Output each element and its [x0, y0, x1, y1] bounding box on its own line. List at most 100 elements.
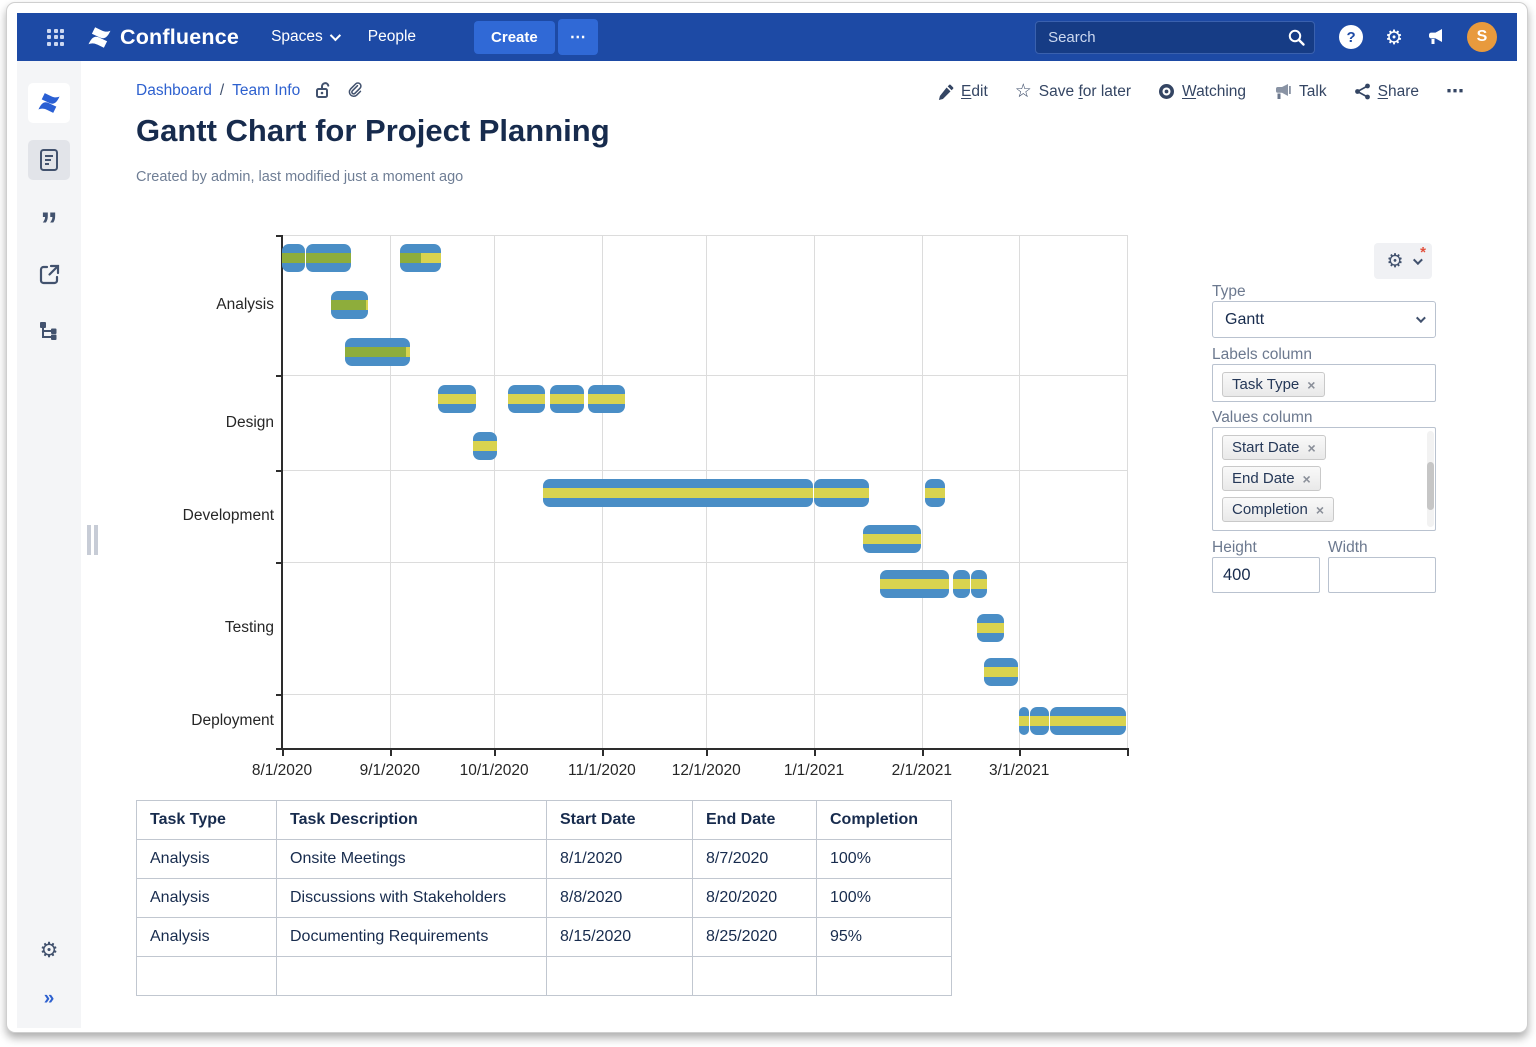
gridline-horizontal [282, 470, 1127, 471]
table-cell [276, 956, 547, 996]
talk-button[interactable]: Talk [1273, 83, 1327, 101]
gantt-bar [306, 244, 351, 273]
progress-remaining [542, 488, 814, 498]
unlocked-icon[interactable] [314, 81, 332, 100]
values-column-field[interactable]: Start Date × End Date × Completion × [1212, 427, 1436, 531]
table-cell [136, 956, 277, 996]
breadcrumb-team-info[interactable]: Team Info [232, 81, 301, 99]
table-cell: 8/20/2020 [692, 878, 817, 918]
labels-column-field[interactable]: Task Type × [1212, 364, 1436, 402]
nav-more-button[interactable]: ⋯ [557, 19, 598, 55]
gantt-bar [880, 570, 949, 598]
save-for-later-button[interactable]: ☆ Save for later [1014, 81, 1131, 102]
gantt-bar [588, 384, 626, 413]
gantt-bar [508, 384, 546, 413]
nav-spaces[interactable]: Spaces [271, 28, 341, 46]
table-header-cell: Task Type [136, 800, 277, 840]
gantt-bar-progress [438, 393, 476, 404]
gantt-bar-progress [344, 346, 410, 357]
gantt-bar [1019, 707, 1029, 735]
share-button[interactable]: Share [1354, 83, 1419, 101]
app-window: Confluence Spaces People Create ⋯ ? ⚙ [17, 13, 1517, 1028]
table-cell [546, 956, 693, 996]
table-cell: Analysis [136, 878, 277, 918]
progress-remaining [1050, 716, 1126, 726]
chevron-down-icon [1415, 313, 1426, 324]
sidebar-item-blog[interactable]: ” [40, 206, 58, 245]
sidebar-item-space-logo[interactable] [28, 83, 70, 123]
main-content: Dashboard / Team Info Edi [81, 61, 1517, 1028]
gridline-vertical [601, 235, 603, 748]
gear-icon: ⚙ [1386, 249, 1404, 272]
progress-remaining [473, 441, 497, 452]
sidebar-resize-handle[interactable] [87, 525, 98, 555]
table-cell: Discussions with Stakeholders [276, 878, 547, 918]
tree-icon [40, 322, 57, 340]
width-input[interactable] [1328, 557, 1436, 593]
gantt-bar-progress [1019, 716, 1029, 726]
space-settings-gear-icon[interactable]: ⚙ [39, 938, 59, 962]
gear-icon: ⚙ [1385, 25, 1403, 49]
gridline-horizontal [282, 562, 1127, 563]
sidebar-item-shortcuts[interactable] [28, 254, 70, 294]
y-axis-label: Development [182, 507, 274, 524]
x-axis-tick [494, 748, 497, 756]
chip-remove-icon[interactable]: × [1307, 376, 1316, 393]
avatar[interactable]: S [1467, 22, 1497, 52]
gridline-vertical [706, 235, 708, 748]
search-icon[interactable] [1287, 28, 1306, 47]
search-input[interactable] [1035, 20, 1316, 54]
watching-button[interactable]: Watching [1158, 83, 1246, 101]
y-axis [281, 235, 283, 750]
gantt-bar-progress [977, 623, 1005, 633]
settings-button[interactable]: ⚙ [1385, 27, 1403, 47]
y-axis-tick [276, 375, 282, 377]
gridline-horizontal [282, 375, 1127, 376]
table-cell: Analysis [136, 917, 277, 957]
gantt-bar [925, 479, 946, 507]
announcements-button[interactable] [1425, 27, 1445, 47]
progress-remaining [438, 393, 476, 404]
gantt-bar-progress [970, 579, 987, 589]
create-button[interactable]: Create [474, 20, 555, 54]
x-axis-tick [1127, 748, 1129, 756]
labels-column-label: Labels column [1212, 346, 1312, 363]
help-button[interactable]: ? [1339, 25, 1364, 49]
confluence-logo-icon[interactable] [86, 24, 113, 51]
table-row: Analysis Documenting Requirements 8/15/202… [136, 917, 952, 957]
gantt-bar [1029, 707, 1050, 735]
gantt-bar-progress [925, 488, 946, 498]
type-select[interactable]: Gantt [1212, 301, 1436, 338]
megaphone-icon [1429, 29, 1442, 44]
sidebar-expand-icon[interactable]: » [43, 988, 55, 1009]
attachment-icon[interactable] [346, 81, 364, 100]
app-title[interactable]: Confluence [120, 24, 240, 49]
x-axis-tick [921, 748, 924, 756]
chip-remove-icon[interactable]: × [1315, 501, 1325, 518]
macro-settings-button[interactable]: ⚙ * [1374, 243, 1432, 279]
progress-remaining [862, 534, 921, 544]
sidebar-item-pages[interactable] [28, 140, 70, 180]
more-actions-button[interactable]: ⋯ [1446, 81, 1465, 102]
sidebar-item-page-tree[interactable] [28, 311, 70, 351]
chip-label: End Date [1232, 470, 1295, 487]
edit-button[interactable]: Edit [938, 83, 988, 101]
chip-remove-icon[interactable]: × [1307, 439, 1316, 456]
table-cell: 8/1/2020 [546, 839, 693, 879]
scrollbar-thumb[interactable] [1427, 462, 1434, 510]
chip-remove-icon[interactable]: × [1302, 470, 1311, 487]
chip-completion: Completion × [1222, 497, 1335, 522]
progress-remaining [925, 488, 946, 498]
nav-people[interactable]: People [367, 28, 417, 45]
table-cell: 100% [816, 878, 952, 918]
progress-done [282, 253, 306, 264]
gantt-bar [344, 337, 410, 366]
app-switcher-icon[interactable] [47, 28, 64, 46]
top-navbar: Confluence Spaces People Create ⋯ ? ⚙ [17, 13, 1517, 61]
breadcrumb-dashboard[interactable]: Dashboard [136, 81, 212, 99]
gantt-bar-progress [330, 300, 368, 310]
progress-remaining [588, 393, 626, 404]
height-input[interactable] [1212, 557, 1320, 593]
x-axis-label: 3/1/2021 [989, 762, 1050, 779]
y-axis-tick [276, 748, 282, 750]
